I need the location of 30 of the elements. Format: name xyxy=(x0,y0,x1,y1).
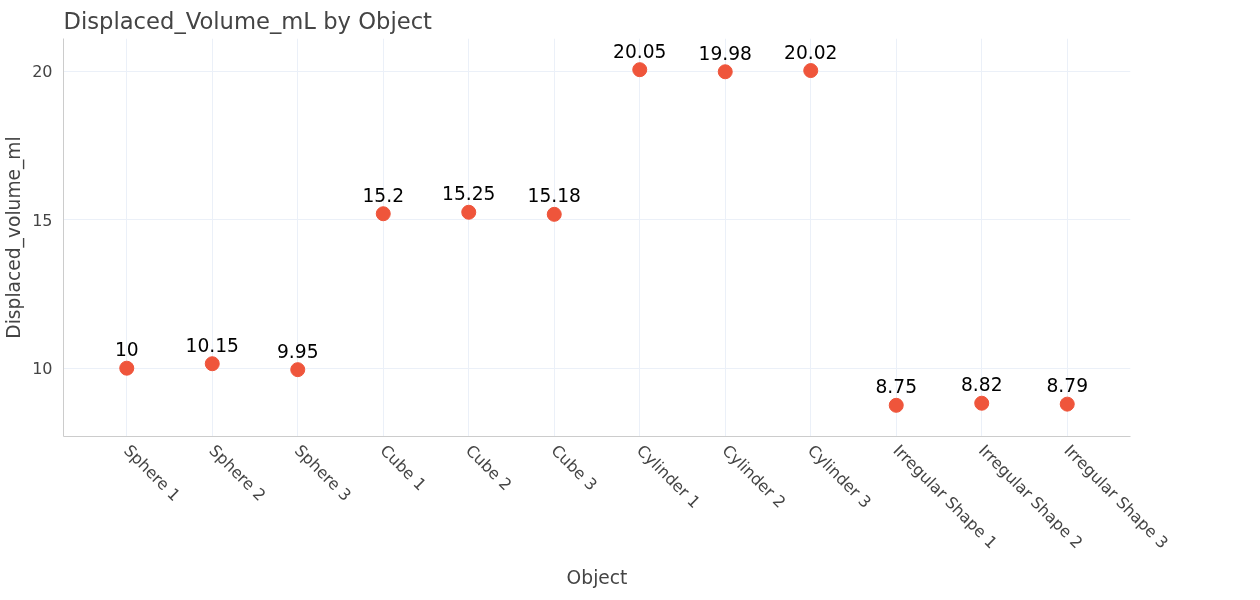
data-label: 15.18 xyxy=(527,185,581,207)
y-tick-label: 15 xyxy=(32,210,53,230)
data-label: 8.79 xyxy=(1046,375,1089,397)
data-label: 9.95 xyxy=(276,340,319,362)
data-label: 15.25 xyxy=(442,183,496,205)
x-axis-title: Object xyxy=(566,566,628,588)
point xyxy=(204,356,220,372)
point xyxy=(461,204,477,220)
point xyxy=(546,206,562,222)
data-label: 19.98 xyxy=(698,42,752,64)
data-label: 20.05 xyxy=(613,40,667,62)
y-tick-label: 10 xyxy=(32,359,53,379)
point xyxy=(888,397,904,413)
point xyxy=(974,395,990,411)
point xyxy=(1059,396,1075,412)
y-tick-label: 20 xyxy=(32,62,53,82)
data-label: 10.15 xyxy=(185,334,239,356)
data-label: 10 xyxy=(114,339,139,361)
data-label: 15.2 xyxy=(362,184,405,206)
point xyxy=(119,360,135,376)
point xyxy=(717,64,733,80)
data-label: 20.02 xyxy=(784,41,838,63)
point xyxy=(290,362,306,378)
point xyxy=(375,206,391,222)
data-label: 8.82 xyxy=(960,374,1003,396)
point xyxy=(803,63,819,79)
chart-title: Displaced_Volume_mL by Object xyxy=(63,7,433,34)
y-axis-title: Displaced_volume_ml xyxy=(3,136,26,339)
point xyxy=(632,62,648,78)
data-label: 8.75 xyxy=(875,376,918,398)
